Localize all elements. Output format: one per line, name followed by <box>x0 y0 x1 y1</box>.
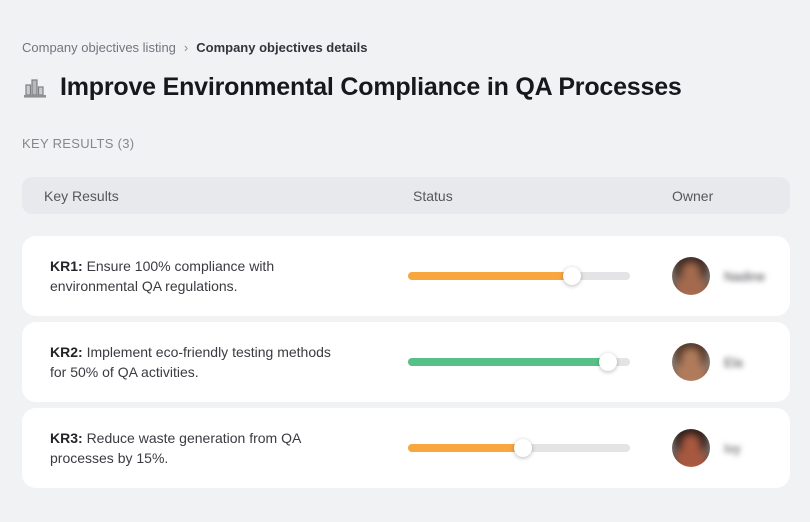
owner-name: Ela <box>724 354 743 370</box>
progress-fill <box>408 272 573 280</box>
progress-slider-thumb[interactable] <box>598 353 617 371</box>
building-chart-icon <box>24 78 46 98</box>
owner-name: Ivy <box>724 440 741 456</box>
column-header-status: Status <box>413 187 453 204</box>
owner-cell: Nadine <box>672 257 790 295</box>
owner-name: Nadine <box>724 268 766 284</box>
column-header-owner: Owner <box>672 187 714 204</box>
progress-slider-thumb[interactable] <box>514 439 533 457</box>
progress-slider-thumb[interactable] <box>563 267 582 285</box>
progress-fill <box>408 358 608 366</box>
progress-fill <box>408 444 524 452</box>
key-results-list: KR1: Ensure 100% compliance with environ… <box>22 236 790 488</box>
column-header-key-results: Key Results <box>44 187 119 204</box>
key-result-row[interactable]: KR2: Implement eco-friendly testing meth… <box>22 322 790 402</box>
key-result-row[interactable]: KR3: Reduce waste generation from QA pro… <box>22 408 790 488</box>
progress-slider[interactable] <box>408 439 630 457</box>
owner-cell: Ela <box>672 343 790 381</box>
objective-title-row: Improve Environmental Compliance in QA P… <box>22 73 790 102</box>
breadcrumb: Company objectives listing › Company obj… <box>22 39 790 56</box>
avatar-photo <box>672 343 710 381</box>
key-result-row[interactable]: KR1: Ensure 100% compliance with environ… <box>22 236 790 316</box>
key-result-description: Implement eco-friendly testing methods f… <box>50 344 331 380</box>
avatar <box>672 429 710 467</box>
avatar <box>672 257 710 295</box>
key-results-section-label: KEY RESULTS (3) <box>22 136 135 151</box>
page-title: Improve Environmental Compliance in QA P… <box>60 73 682 101</box>
avatar-photo <box>672 429 710 467</box>
objective-details-page: Company objectives listing › Company obj… <box>22 39 790 488</box>
key-result-description: Ensure 100% compliance with environmenta… <box>50 258 275 294</box>
key-result-label: KR1: <box>50 258 83 274</box>
breadcrumb-objectives-listing[interactable]: Company objectives listing <box>22 40 176 55</box>
owner-cell: Ivy <box>672 429 790 467</box>
key-result-text: KR1: Ensure 100% compliance with environ… <box>50 256 348 296</box>
progress-slider[interactable] <box>408 267 630 285</box>
breadcrumb-objectives-details: Company objectives details <box>196 40 368 55</box>
key-result-text: KR3: Reduce waste generation from QA pro… <box>50 428 348 468</box>
progress-slider[interactable] <box>408 353 630 371</box>
key-result-description: Reduce waste generation from QA processe… <box>50 430 301 466</box>
avatar <box>672 343 710 381</box>
key-result-label: KR3: <box>50 430 83 446</box>
table-header: Key Results Status Owner <box>22 177 790 214</box>
avatar-photo <box>672 257 710 295</box>
key-result-text: KR2: Implement eco-friendly testing meth… <box>50 342 348 382</box>
chevron-right-icon: › <box>183 39 189 55</box>
key-result-label: KR2: <box>50 344 83 360</box>
